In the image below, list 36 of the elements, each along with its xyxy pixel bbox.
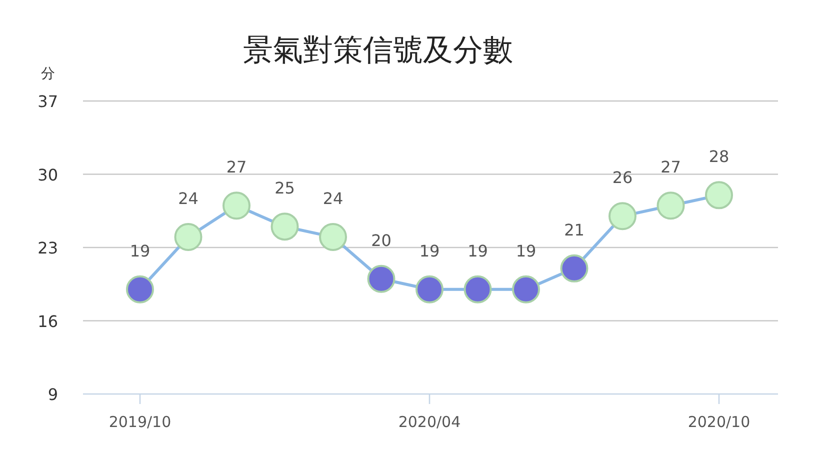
point [126, 275, 154, 304]
y-tick-label: 30 [38, 165, 58, 184]
x-tick-label: 2020/10 [688, 413, 750, 431]
data-label: 24 [322, 189, 344, 208]
point [656, 192, 685, 220]
y-axis-title: 分 [41, 66, 55, 82]
point [174, 223, 202, 252]
y-tick-label: 37 [38, 92, 58, 111]
point [319, 223, 347, 252]
data-label: 19 [130, 241, 150, 260]
x-tick-label: 2020/04 [398, 413, 461, 431]
point [416, 275, 444, 304]
point [512, 275, 540, 304]
chart-title: 景氣對策信號及分數 [243, 33, 513, 68]
data-label: 19 [516, 241, 536, 260]
data-label: 20 [371, 230, 392, 250]
point [560, 254, 588, 282]
y-tick-label: 16 [38, 312, 58, 331]
data-label: 19 [419, 241, 440, 260]
point [705, 181, 733, 210]
x-tick-label: 2019/10 [108, 413, 172, 431]
y-tick-label: 9 [48, 385, 58, 404]
point [608, 202, 636, 230]
data-label: 27 [226, 158, 247, 177]
point [464, 275, 492, 304]
point [222, 192, 250, 220]
point [270, 212, 299, 241]
point [367, 264, 396, 293]
data-label: 19 [468, 241, 488, 260]
data-label: 21 [564, 220, 584, 240]
data-label: 27 [660, 158, 681, 177]
y-tick-label: 23 [38, 238, 58, 258]
data-label: 24 [178, 189, 198, 208]
data-label: 28 [708, 147, 730, 166]
data-label: 26 [612, 168, 633, 188]
data-label: 25 [274, 178, 295, 198]
